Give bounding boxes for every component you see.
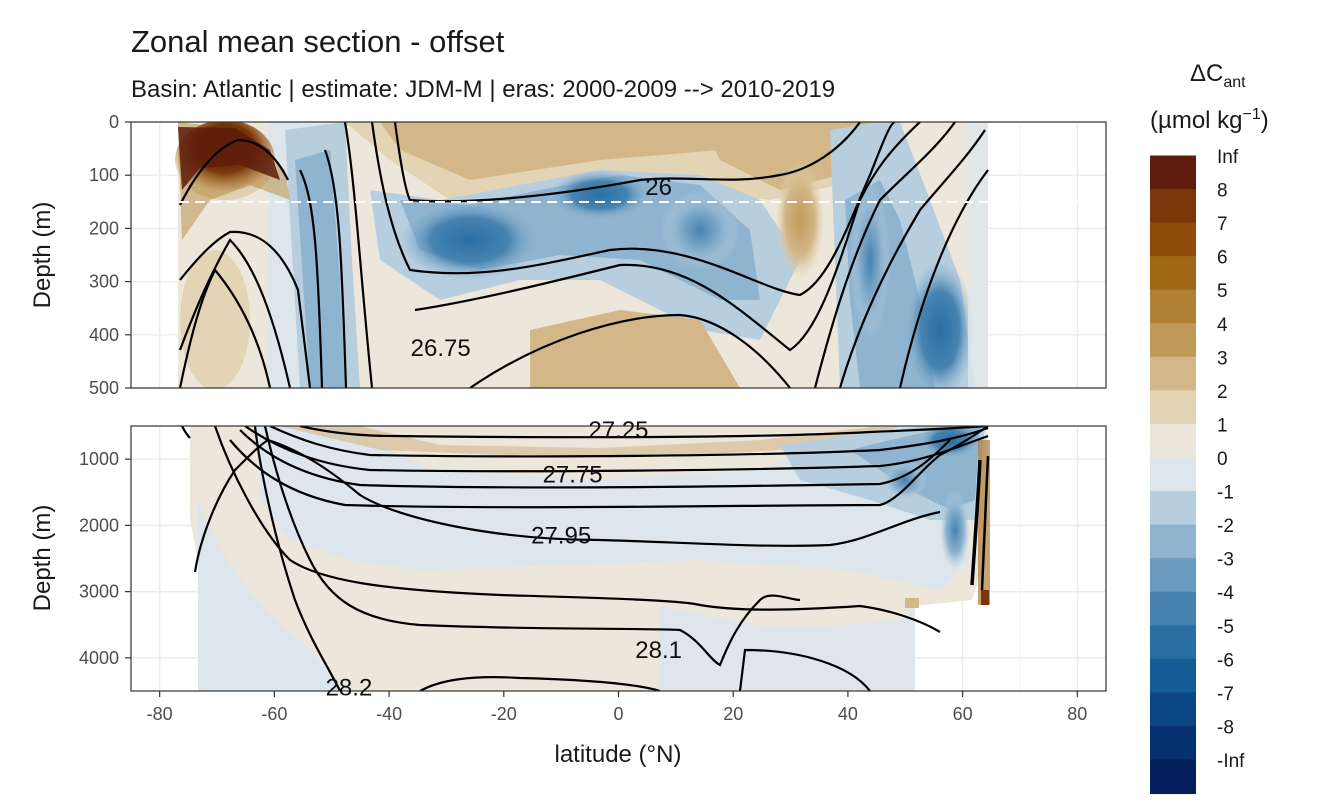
colorbar-label: -3 — [1217, 550, 1234, 571]
colorbar-swatch — [1150, 658, 1196, 694]
isopycnal-labels: 26 26.75 27.25 27.75 27.95 28.1 28.2 — [326, 174, 682, 702]
isopycnal-label: 27.95 — [531, 522, 591, 549]
x-tick-label: 80 — [1067, 704, 1087, 724]
legend-title: ΔCant — [1190, 60, 1246, 92]
colorbar-label: 8 — [1217, 181, 1228, 202]
colorbar-label: 5 — [1217, 281, 1228, 302]
colorbar-swatch — [1150, 692, 1196, 727]
filled-field-lower — [190, 426, 990, 691]
colorbar-label: 3 — [1217, 348, 1228, 369]
x-axis: -80 -60 -40 -20 0 20 40 60 80 — [147, 691, 1087, 724]
y-tick-label: 2000 — [79, 515, 119, 535]
y-tick-label: 300 — [89, 272, 119, 292]
isopycnal-lines-lower — [181, 426, 990, 691]
colorbar-swatch — [1150, 625, 1196, 660]
y-axis-title-upper: Depth (m) — [29, 202, 56, 309]
isopycnal-label: 27.75 — [543, 461, 603, 488]
legend-unit: (µmol kg−1) — [1150, 106, 1269, 135]
colorbar-label: -6 — [1217, 650, 1234, 671]
y-axis-title-lower: Depth (m) — [29, 505, 56, 612]
colorbar-label: -2 — [1217, 516, 1234, 537]
colorbar-swatch — [1150, 423, 1196, 459]
y-axis-lower: 1000 2000 3000 4000 — [79, 449, 131, 668]
y-tick-label: 400 — [89, 325, 119, 345]
legend-title-sub: ant — [1223, 73, 1246, 91]
colorbar-label: -1 — [1217, 483, 1234, 504]
colorbar-label: -7 — [1217, 684, 1234, 705]
colorbar-label: 6 — [1217, 248, 1228, 269]
colorbar-swatch — [1150, 256, 1196, 291]
chart-subtitle: Basin: Atlantic | estimate: JDM-M | eras… — [131, 76, 836, 103]
colorbar — [1150, 155, 1196, 795]
colorbar-swatch — [1150, 558, 1196, 593]
filled-field-upper — [175, 122, 988, 388]
x-tick-label: 0 — [613, 704, 623, 724]
x-tick-label: -80 — [147, 704, 173, 724]
colorbar-label: -5 — [1217, 617, 1234, 638]
colorbar-swatch — [1150, 591, 1196, 627]
x-tick-label: -60 — [261, 704, 287, 724]
colorbar-swatch — [1150, 155, 1196, 191]
colorbar-swatch — [1150, 759, 1196, 795]
colorbar-label: 0 — [1217, 449, 1228, 470]
colorbar-swatch — [1150, 491, 1196, 526]
isopycnal-label: 28.2 — [326, 675, 373, 702]
colorbar-label: 1 — [1217, 415, 1228, 436]
x-tick-label: 40 — [838, 704, 858, 724]
y-tick-label: 4000 — [79, 648, 119, 668]
colorbar-swatch — [1150, 323, 1196, 358]
colorbar-swatch — [1150, 390, 1196, 425]
x-axis-title: latitude (°N) — [555, 741, 682, 768]
colorbar-label: 7 — [1217, 214, 1228, 235]
legend-unit-close: ) — [1260, 107, 1269, 134]
y-tick-label: 500 — [89, 378, 119, 398]
colorbar-label: 4 — [1217, 315, 1228, 336]
x-tick-label: 60 — [953, 704, 973, 724]
chart-title: Zonal mean section - offset — [131, 24, 505, 59]
isopycnal-lines-upper — [178, 122, 989, 388]
legend-unit-sup: −1 — [1242, 106, 1261, 123]
colorbar-swatch — [1150, 524, 1196, 560]
colorbar-labels: Inf 8 7 6 5 4 3 2 1 0 -1 -2 -3 -4 -5 -6 -7 -8 -Inf — [1217, 147, 1245, 772]
panel-upper-border — [130, 121, 1107, 389]
colorbar-swatch — [1150, 222, 1196, 258]
x-tick-label: -40 — [376, 704, 402, 724]
x-tick-label: 20 — [723, 704, 743, 724]
y-axis-upper: 0 100 200 300 400 500 — [89, 112, 131, 398]
y-tick-label: 3000 — [79, 582, 119, 602]
y-tick-label: 200 — [89, 218, 119, 238]
colorbar-label: -8 — [1217, 717, 1234, 738]
y-tick-label: 1000 — [79, 449, 119, 469]
colorbar-swatch — [1150, 189, 1196, 224]
isopycnal-label: 26 — [645, 174, 672, 201]
colorbar-swatch — [1150, 725, 1196, 761]
panel-lower: 1000 2000 3000 4000 — [79, 425, 1107, 692]
y-tick-label: 100 — [89, 165, 119, 185]
x-tick-label: -20 — [491, 704, 517, 724]
colorbar-swatch — [1150, 356, 1196, 392]
legend-unit-main: (µmol kg — [1150, 107, 1243, 134]
isopycnal-label: 27.25 — [588, 417, 648, 444]
colorbar-label: 2 — [1217, 382, 1228, 403]
colorbar-label: Inf — [1217, 147, 1239, 168]
panel-upper: 0 100 200 300 400 500 — [89, 112, 1107, 398]
isopycnal-label: 28.1 — [635, 637, 682, 664]
colorbar-swatch — [1150, 457, 1196, 493]
colorbar-swatch — [1150, 289, 1196, 325]
isopycnal-label: 26.75 — [411, 335, 471, 362]
legend-title-main: ΔC — [1190, 60, 1224, 87]
colorbar-label: -Inf — [1217, 751, 1245, 772]
y-tick-label: 0 — [109, 112, 119, 132]
colorbar-label: -4 — [1217, 583, 1234, 604]
